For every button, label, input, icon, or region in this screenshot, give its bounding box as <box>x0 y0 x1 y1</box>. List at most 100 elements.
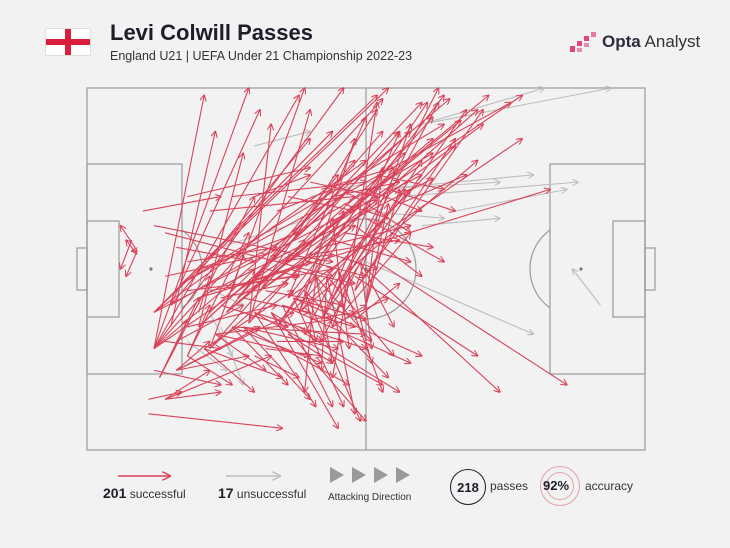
successful-pass-arrow <box>159 320 188 378</box>
left-penalty-arc <box>181 229 203 309</box>
successful-pass-arrow <box>209 269 333 292</box>
successful-pass-arrow <box>187 247 276 263</box>
successful-pass-arrow <box>203 291 293 350</box>
successful-pass-arrow <box>220 304 288 327</box>
successful-pass-arrow <box>153 95 204 349</box>
successful-pass-arrow <box>243 297 310 312</box>
successful-pass-arrow <box>198 153 244 328</box>
left-goal <box>76 247 88 291</box>
successful-pass-arrow <box>377 174 444 189</box>
successful-pass-arrow <box>343 298 389 321</box>
brand-bold: Opta <box>602 32 641 51</box>
successful-pass-arrow <box>198 276 210 313</box>
successful-pass-arrow <box>254 355 299 378</box>
opta-analyst-logo-icon <box>570 32 596 52</box>
successful-pass-arrow <box>226 95 489 313</box>
right-six-yard-box <box>612 220 646 318</box>
passes-count-badge: 218 <box>450 469 486 505</box>
successful-pass-arrow <box>254 311 382 384</box>
successful-pass-arrow <box>281 304 332 406</box>
successful-pass-arrow <box>126 240 138 255</box>
successful-pass-arrow <box>354 110 483 292</box>
brand-rest: Analyst <box>640 32 701 51</box>
left-penalty-spot <box>149 267 153 271</box>
successful-pass-arrow <box>209 110 478 350</box>
right-goal <box>644 247 656 291</box>
successful-pass-arrow <box>388 188 455 211</box>
successful-pass-arrow <box>365 204 388 306</box>
left-six-yard-box <box>86 220 120 318</box>
successful-pass-arrow <box>209 269 255 313</box>
successful-pass-arrow <box>153 88 388 313</box>
successful-pass-arrow <box>170 110 260 306</box>
successful-pass-arrow <box>231 326 288 385</box>
successful-pass-arrow <box>270 312 338 428</box>
opta-analyst-logo: Opta Analyst <box>570 32 700 52</box>
successful-pass-arrow <box>148 392 181 400</box>
successful-pass-arrow <box>237 131 383 299</box>
successful-label: successful <box>129 487 186 501</box>
successful-pass-arrow <box>304 290 389 378</box>
attacking-direction-icon <box>330 467 410 483</box>
successful-pass-arrow <box>320 102 438 320</box>
successful-pass-arrow <box>187 355 232 385</box>
successful-pass-arrow <box>343 232 433 247</box>
successful-pass-arrow <box>304 290 316 342</box>
successful-pass-arrow <box>310 261 366 276</box>
successful-pass-arrow <box>399 175 466 205</box>
passes-layer <box>120 88 611 428</box>
successful-pass-arrow <box>198 233 299 270</box>
successful-pass-arrow <box>287 268 355 283</box>
unsuccessful-count: 17 <box>218 485 234 501</box>
right-penalty-area <box>549 163 646 375</box>
successful-pass-arrow <box>337 268 383 392</box>
passes-label: passes <box>490 479 529 493</box>
successful-pass-arrow <box>287 333 333 363</box>
successful-pass-arrow <box>232 182 366 198</box>
successful-pass-arrow <box>298 189 411 313</box>
successful-pass-arrow <box>310 181 377 196</box>
successful-pass-arrow <box>376 261 567 385</box>
successful-pass-arrow <box>242 326 310 399</box>
successful-pass-arrow <box>187 305 276 328</box>
successful-pass-arrow <box>248 124 271 324</box>
successful-pass-arrow <box>320 131 399 320</box>
successful-pass-arrow <box>120 226 138 252</box>
successful-pass-arrow <box>254 255 276 277</box>
successful-pass-arrow <box>365 168 383 306</box>
successful-pass-arrow <box>365 268 500 392</box>
unsuccessful-pass-arrow <box>365 261 533 334</box>
successful-pass-arrow <box>248 117 433 324</box>
successful-pass-arrow <box>333 276 350 377</box>
successful-pass-arrow <box>153 88 249 349</box>
successful-pass-arrow <box>203 348 282 378</box>
unsuccessful-pass-arrow <box>209 312 232 355</box>
unsuccessful-pass-arrow <box>187 340 226 370</box>
successful-pass-arrow <box>248 110 310 324</box>
left-penalty-area <box>86 163 183 375</box>
successful-pass-arrow <box>243 262 310 285</box>
successful-pass-arrow <box>354 196 411 233</box>
successful-pass-arrow <box>220 283 288 299</box>
successful-pass-arrow <box>354 124 411 291</box>
successful-pass-arrow <box>365 188 422 211</box>
unsuccessful-pass-arrow <box>421 88 545 125</box>
successful-pass-arrow <box>259 240 305 292</box>
successful-pass-arrow <box>320 110 466 320</box>
successful-pass-arrow <box>265 290 344 305</box>
unsuccessful-pass-arrow <box>377 175 533 190</box>
successful-pass-arrow <box>310 312 355 321</box>
successful-pass-arrow <box>332 160 422 299</box>
successful-pass-arrow <box>209 197 355 212</box>
england-flag-icon <box>45 28 91 56</box>
successful-pass-arrow <box>176 305 243 342</box>
accuracy-label: accuracy <box>585 479 634 493</box>
unsuccessful-pass-arrow <box>421 218 500 227</box>
successful-pass-arrow <box>310 240 399 256</box>
successful-pass-arrow <box>181 95 377 284</box>
successful-pass-arrow <box>293 297 421 356</box>
chart-subtitle: England U21 | UEFA Under 21 Championship… <box>110 49 413 63</box>
successful-pass-arrow <box>243 326 338 349</box>
successful-pass-arrow <box>165 392 221 400</box>
